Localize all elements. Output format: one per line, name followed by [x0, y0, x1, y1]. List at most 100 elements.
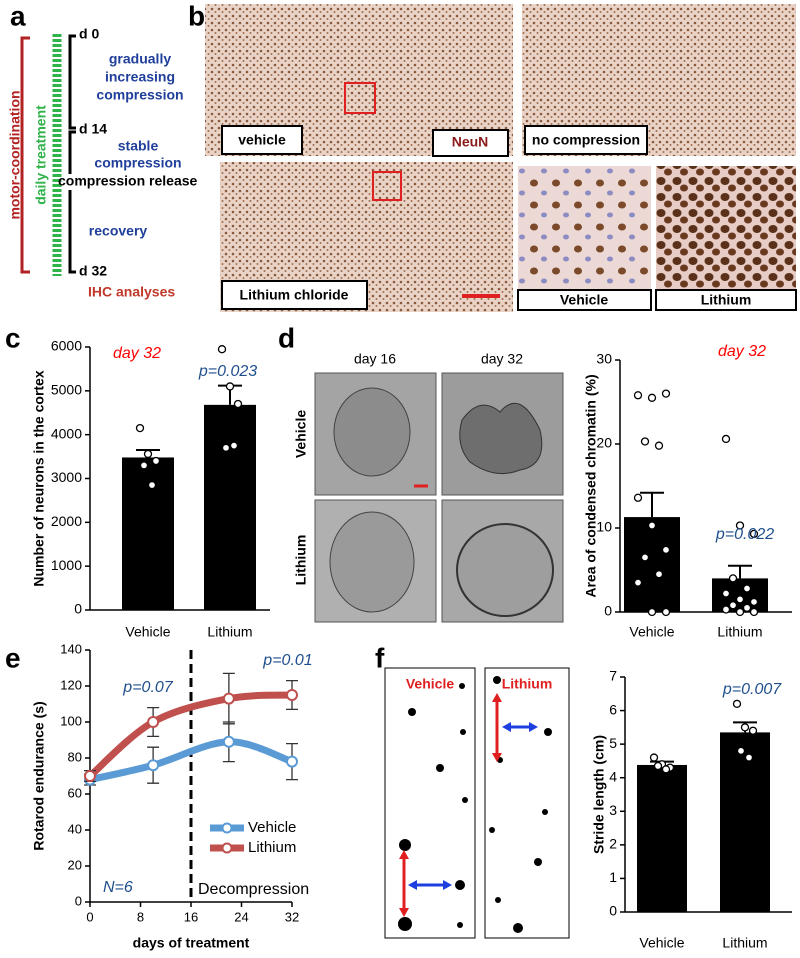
y-tick-label: 2000 [51, 513, 82, 529]
image-label: Vehicle [560, 292, 608, 308]
day-label: d 14 [79, 121, 107, 137]
panel-letter: f [375, 642, 385, 673]
y-tick-label: 20 [68, 857, 82, 872]
data-point [661, 545, 671, 554]
legend-marker [221, 842, 233, 854]
y-tick-label: 1 [609, 869, 617, 885]
nucleus [459, 402, 543, 475]
data-point [653, 761, 663, 771]
marker [84, 770, 96, 782]
x-tick-label: Lithium [207, 624, 252, 640]
data-point [139, 461, 149, 470]
annotation: p=0.022 [715, 526, 774, 543]
bar [204, 404, 256, 610]
y-tick-label: 120 [60, 677, 82, 692]
y-tick-label: 0 [75, 893, 82, 908]
label-box [221, 280, 368, 310]
annotation: p=0.007 [722, 681, 782, 698]
x-tick-label: 8 [137, 909, 144, 924]
bar [712, 578, 768, 612]
data-point [647, 393, 657, 402]
image-label: Lithium chloride [240, 287, 349, 303]
marker [222, 735, 235, 748]
timeline: motor-coordination daily treatment d 0 g… [7, 26, 198, 300]
y-tick-label: 40 [68, 821, 82, 836]
row-label: Vehicle [293, 410, 309, 458]
y-tick-label: 4000 [51, 425, 82, 441]
y-tick-label: 5000 [51, 382, 82, 398]
panel-letter: d [278, 322, 295, 353]
y-tick-label: 4 [609, 768, 617, 784]
image-label: vehicle [238, 132, 286, 148]
data-point [661, 765, 671, 774]
y-tick-label: 60 [68, 785, 82, 800]
data-point [217, 345, 227, 354]
data-point [640, 553, 650, 562]
x-tick-label: 0 [86, 909, 93, 924]
data-point [633, 578, 643, 587]
label-box [517, 289, 652, 311]
bar [122, 457, 174, 610]
roi [344, 82, 376, 114]
phase-text: increasing [105, 69, 175, 85]
data-point [229, 441, 239, 450]
bar [637, 764, 687, 912]
data-point [742, 603, 752, 612]
data-point [732, 699, 742, 709]
footprints: Vehicle Lithium [384, 667, 570, 939]
data-point [744, 753, 754, 762]
x-tick-label: Lithium [717, 624, 762, 640]
label-box [432, 129, 509, 157]
column-label: day 16 [354, 351, 396, 367]
release-label: compression release [58, 173, 198, 189]
image-label: Lithium [701, 292, 752, 308]
data-point [633, 391, 643, 400]
y-tick-label: 6000 [51, 338, 82, 354]
y-tick-label: 7 [609, 668, 617, 684]
data-point [721, 605, 731, 614]
micrograph [656, 166, 796, 290]
phase-text: stable [118, 138, 159, 154]
y-tick-label: 80 [68, 749, 82, 764]
data-point [736, 746, 746, 756]
column-label: day 32 [481, 351, 523, 367]
legend-label: Lithium [248, 839, 296, 856]
x-tick-label: 32 [285, 909, 299, 924]
track-label: Lithium [502, 676, 553, 692]
em-images: day 16 day 32 Vehicle Lithium [293, 351, 564, 623]
marker [286, 689, 298, 701]
data-point [151, 456, 161, 466]
data-point [147, 480, 157, 490]
data-point [749, 607, 759, 617]
day-label: d 32 [79, 263, 107, 279]
series-line [86, 738, 296, 784]
label-box [524, 125, 648, 155]
data-point [728, 574, 738, 583]
data-point [728, 601, 738, 610]
y-axis-label: Stride length (cm) [591, 735, 607, 854]
y-axis-label: Area of condensed chromatin (%) [583, 374, 599, 597]
nucleus [333, 387, 411, 477]
panel-letter: e [5, 642, 21, 673]
treatment-label: daily treatment [33, 105, 49, 205]
data-point [748, 726, 758, 735]
data-point [640, 437, 650, 446]
data-point [661, 607, 671, 617]
image-label: NeuN [452, 134, 489, 150]
y-tick-label: 20 [596, 435, 612, 451]
annotation: day 32 [113, 345, 161, 362]
image-label: no compression [532, 132, 640, 148]
marker [286, 755, 298, 768]
track-label: Vehicle [406, 676, 454, 692]
y-tick-label: 3 [609, 802, 617, 818]
panel-letter: a [10, 0, 26, 31]
x-tick-label: Vehicle [639, 935, 684, 951]
annotation: p=0.07 [122, 679, 173, 696]
data-point [661, 389, 671, 398]
nucleus [456, 523, 554, 617]
y-tick-label: 3000 [51, 469, 82, 485]
data-point [654, 570, 664, 579]
phase-text: recovery [89, 223, 148, 239]
data-point [221, 443, 231, 452]
